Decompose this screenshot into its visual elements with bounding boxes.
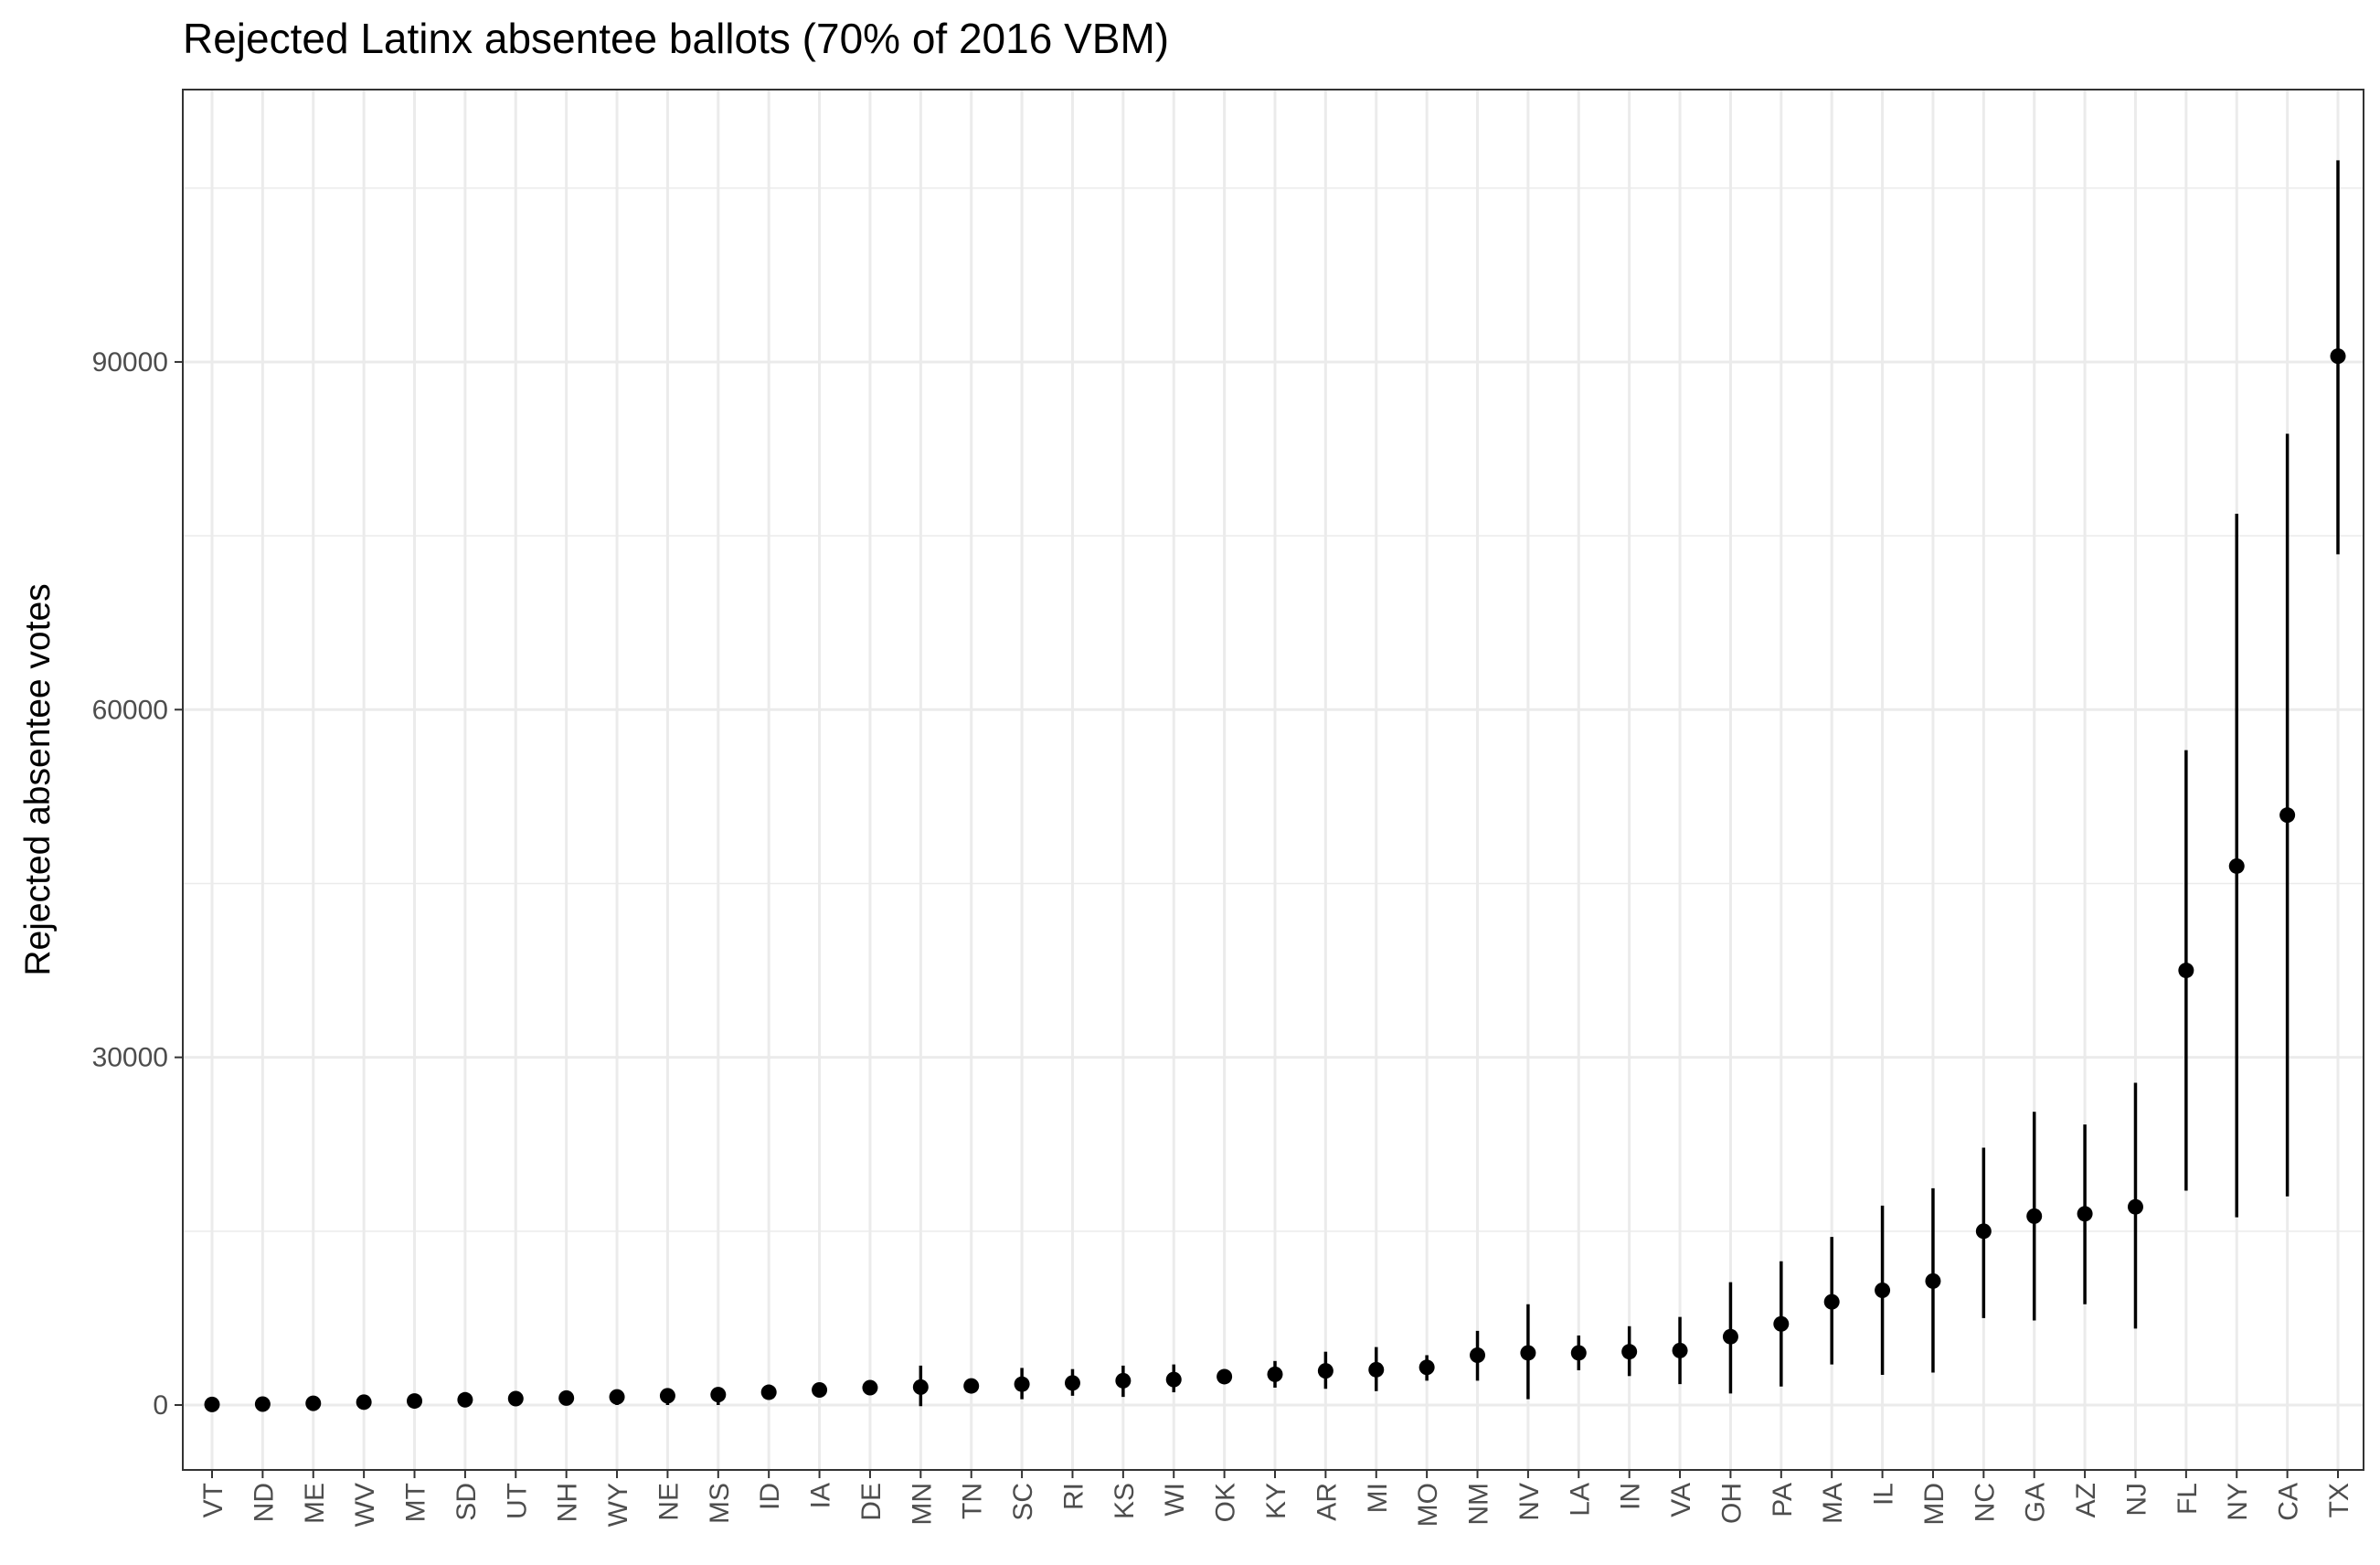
data-point bbox=[407, 1393, 423, 1410]
data-point bbox=[305, 1395, 322, 1411]
y-tick-label: 30000 bbox=[92, 1043, 168, 1073]
data-point bbox=[1520, 1345, 1536, 1361]
x-tick-label: NV bbox=[1514, 1483, 1545, 1521]
x-tick-label: AR bbox=[1312, 1483, 1342, 1521]
x-tick-label: OK bbox=[1211, 1483, 1241, 1522]
data-point bbox=[2178, 963, 2194, 979]
data-point bbox=[2026, 1208, 2043, 1224]
data-point bbox=[812, 1382, 828, 1399]
x-axis: VT ND ME WV MT SD UT NH WY NE MS ID IA DE MN TN SC RI KS WI… bbox=[198, 1470, 2354, 1527]
data-point bbox=[1925, 1272, 1941, 1289]
data-point bbox=[1722, 1328, 1738, 1345]
x-tick-label: ID bbox=[755, 1483, 785, 1510]
data-point bbox=[1368, 1361, 1385, 1378]
data-point bbox=[1014, 1376, 1030, 1392]
x-tick-label: MS bbox=[705, 1483, 735, 1524]
x-tick-label: ND bbox=[249, 1483, 279, 1522]
x-tick-label: TN bbox=[958, 1483, 988, 1519]
data-point bbox=[1217, 1368, 1233, 1385]
x-tick-label: CA bbox=[2274, 1483, 2304, 1521]
data-point bbox=[1621, 1344, 1638, 1360]
data-point bbox=[254, 1396, 271, 1412]
x-tick-label: WY bbox=[603, 1483, 633, 1527]
data-point bbox=[862, 1379, 878, 1396]
data-point bbox=[2330, 348, 2346, 365]
x-tick-label: VA bbox=[1666, 1483, 1696, 1517]
x-tick-label: KS bbox=[1110, 1483, 1140, 1519]
data-point bbox=[609, 1389, 625, 1405]
plot-background bbox=[183, 90, 2364, 1470]
x-tick-label: NC bbox=[1970, 1483, 2000, 1522]
x-tick-label: DE bbox=[856, 1483, 887, 1521]
x-tick-label: SD bbox=[452, 1483, 482, 1521]
x-tick-label: RI bbox=[1058, 1483, 1089, 1510]
data-point bbox=[1317, 1363, 1333, 1379]
x-tick-label: SC bbox=[1008, 1483, 1038, 1521]
minor-gridlines bbox=[183, 187, 2364, 1232]
data-point bbox=[710, 1387, 727, 1403]
chart-title: Rejected Latinx absentee ballots (70% of… bbox=[183, 15, 1169, 62]
data-point bbox=[912, 1379, 929, 1395]
data-point bbox=[1418, 1359, 1435, 1376]
x-tick-label: KY bbox=[1261, 1483, 1291, 1519]
x-tick-label: TX bbox=[2324, 1483, 2354, 1517]
x-tick-label: NH bbox=[553, 1483, 583, 1522]
data-point bbox=[2228, 857, 2245, 874]
data-point bbox=[356, 1394, 372, 1411]
data-point bbox=[1570, 1345, 1587, 1361]
y-tick-label: 90000 bbox=[92, 347, 168, 378]
data-point bbox=[1267, 1366, 1283, 1382]
data-point bbox=[2127, 1198, 2143, 1215]
data-point bbox=[2279, 807, 2296, 824]
x-tick-label: MA bbox=[1818, 1483, 1848, 1524]
x-tick-label: MI bbox=[1363, 1483, 1393, 1513]
y-axis-label: Rejected absentee votes bbox=[18, 583, 58, 975]
y-tick-label: 0 bbox=[153, 1390, 168, 1421]
data-point bbox=[1470, 1347, 1486, 1363]
x-tick-label: IA bbox=[806, 1483, 836, 1508]
y-tick-label: 60000 bbox=[92, 695, 168, 725]
data-point bbox=[1875, 1282, 1891, 1298]
data-point bbox=[1115, 1372, 1132, 1389]
data-point bbox=[558, 1389, 575, 1406]
data-point bbox=[1064, 1375, 1080, 1391]
data-point bbox=[1823, 1294, 1840, 1310]
x-tick-label: NM bbox=[1464, 1483, 1494, 1526]
x-tick-label: MT bbox=[401, 1483, 431, 1522]
x-tick-label: WI bbox=[1160, 1483, 1190, 1517]
x-tick-label: IL bbox=[1869, 1483, 1899, 1506]
x-tick-label: LA bbox=[1565, 1483, 1595, 1517]
data-point bbox=[457, 1391, 473, 1408]
data-point bbox=[1165, 1371, 1182, 1388]
data-point bbox=[659, 1388, 675, 1404]
x-tick-label: MO bbox=[1413, 1483, 1443, 1527]
data-points bbox=[204, 348, 2346, 1412]
x-tick-label: WV bbox=[350, 1483, 380, 1527]
plot-border bbox=[182, 89, 2364, 1471]
data-point bbox=[963, 1378, 980, 1394]
data-point bbox=[204, 1396, 220, 1412]
x-tick-label: UT bbox=[502, 1483, 532, 1519]
x-tick-label: IN bbox=[1616, 1483, 1646, 1510]
x-tick-label: MD bbox=[1919, 1483, 1950, 1526]
data-point bbox=[760, 1384, 777, 1400]
x-tick-label: GA bbox=[2021, 1483, 2051, 1522]
x-tick-label: PA bbox=[1768, 1483, 1798, 1517]
data-point bbox=[1975, 1223, 1992, 1240]
data-point bbox=[2077, 1206, 2093, 1222]
x-tick-label: NJ bbox=[2121, 1483, 2152, 1517]
x-tick-label: MN bbox=[907, 1483, 937, 1526]
data-point bbox=[1773, 1315, 1790, 1332]
x-tick-label: FL bbox=[2173, 1483, 2203, 1515]
data-point bbox=[1672, 1342, 1688, 1358]
x-tick-label: OH bbox=[1716, 1483, 1747, 1524]
data-point bbox=[507, 1390, 524, 1407]
x-tick-label: AZ bbox=[2071, 1483, 2101, 1517]
x-tick-label: NY bbox=[2223, 1483, 2253, 1521]
x-tick-label: VT bbox=[198, 1483, 228, 1517]
y-axis: 0 30000 60000 90000 bbox=[92, 347, 183, 1421]
x-tick-label: ME bbox=[300, 1483, 330, 1524]
x-tick-label: NE bbox=[653, 1483, 684, 1521]
